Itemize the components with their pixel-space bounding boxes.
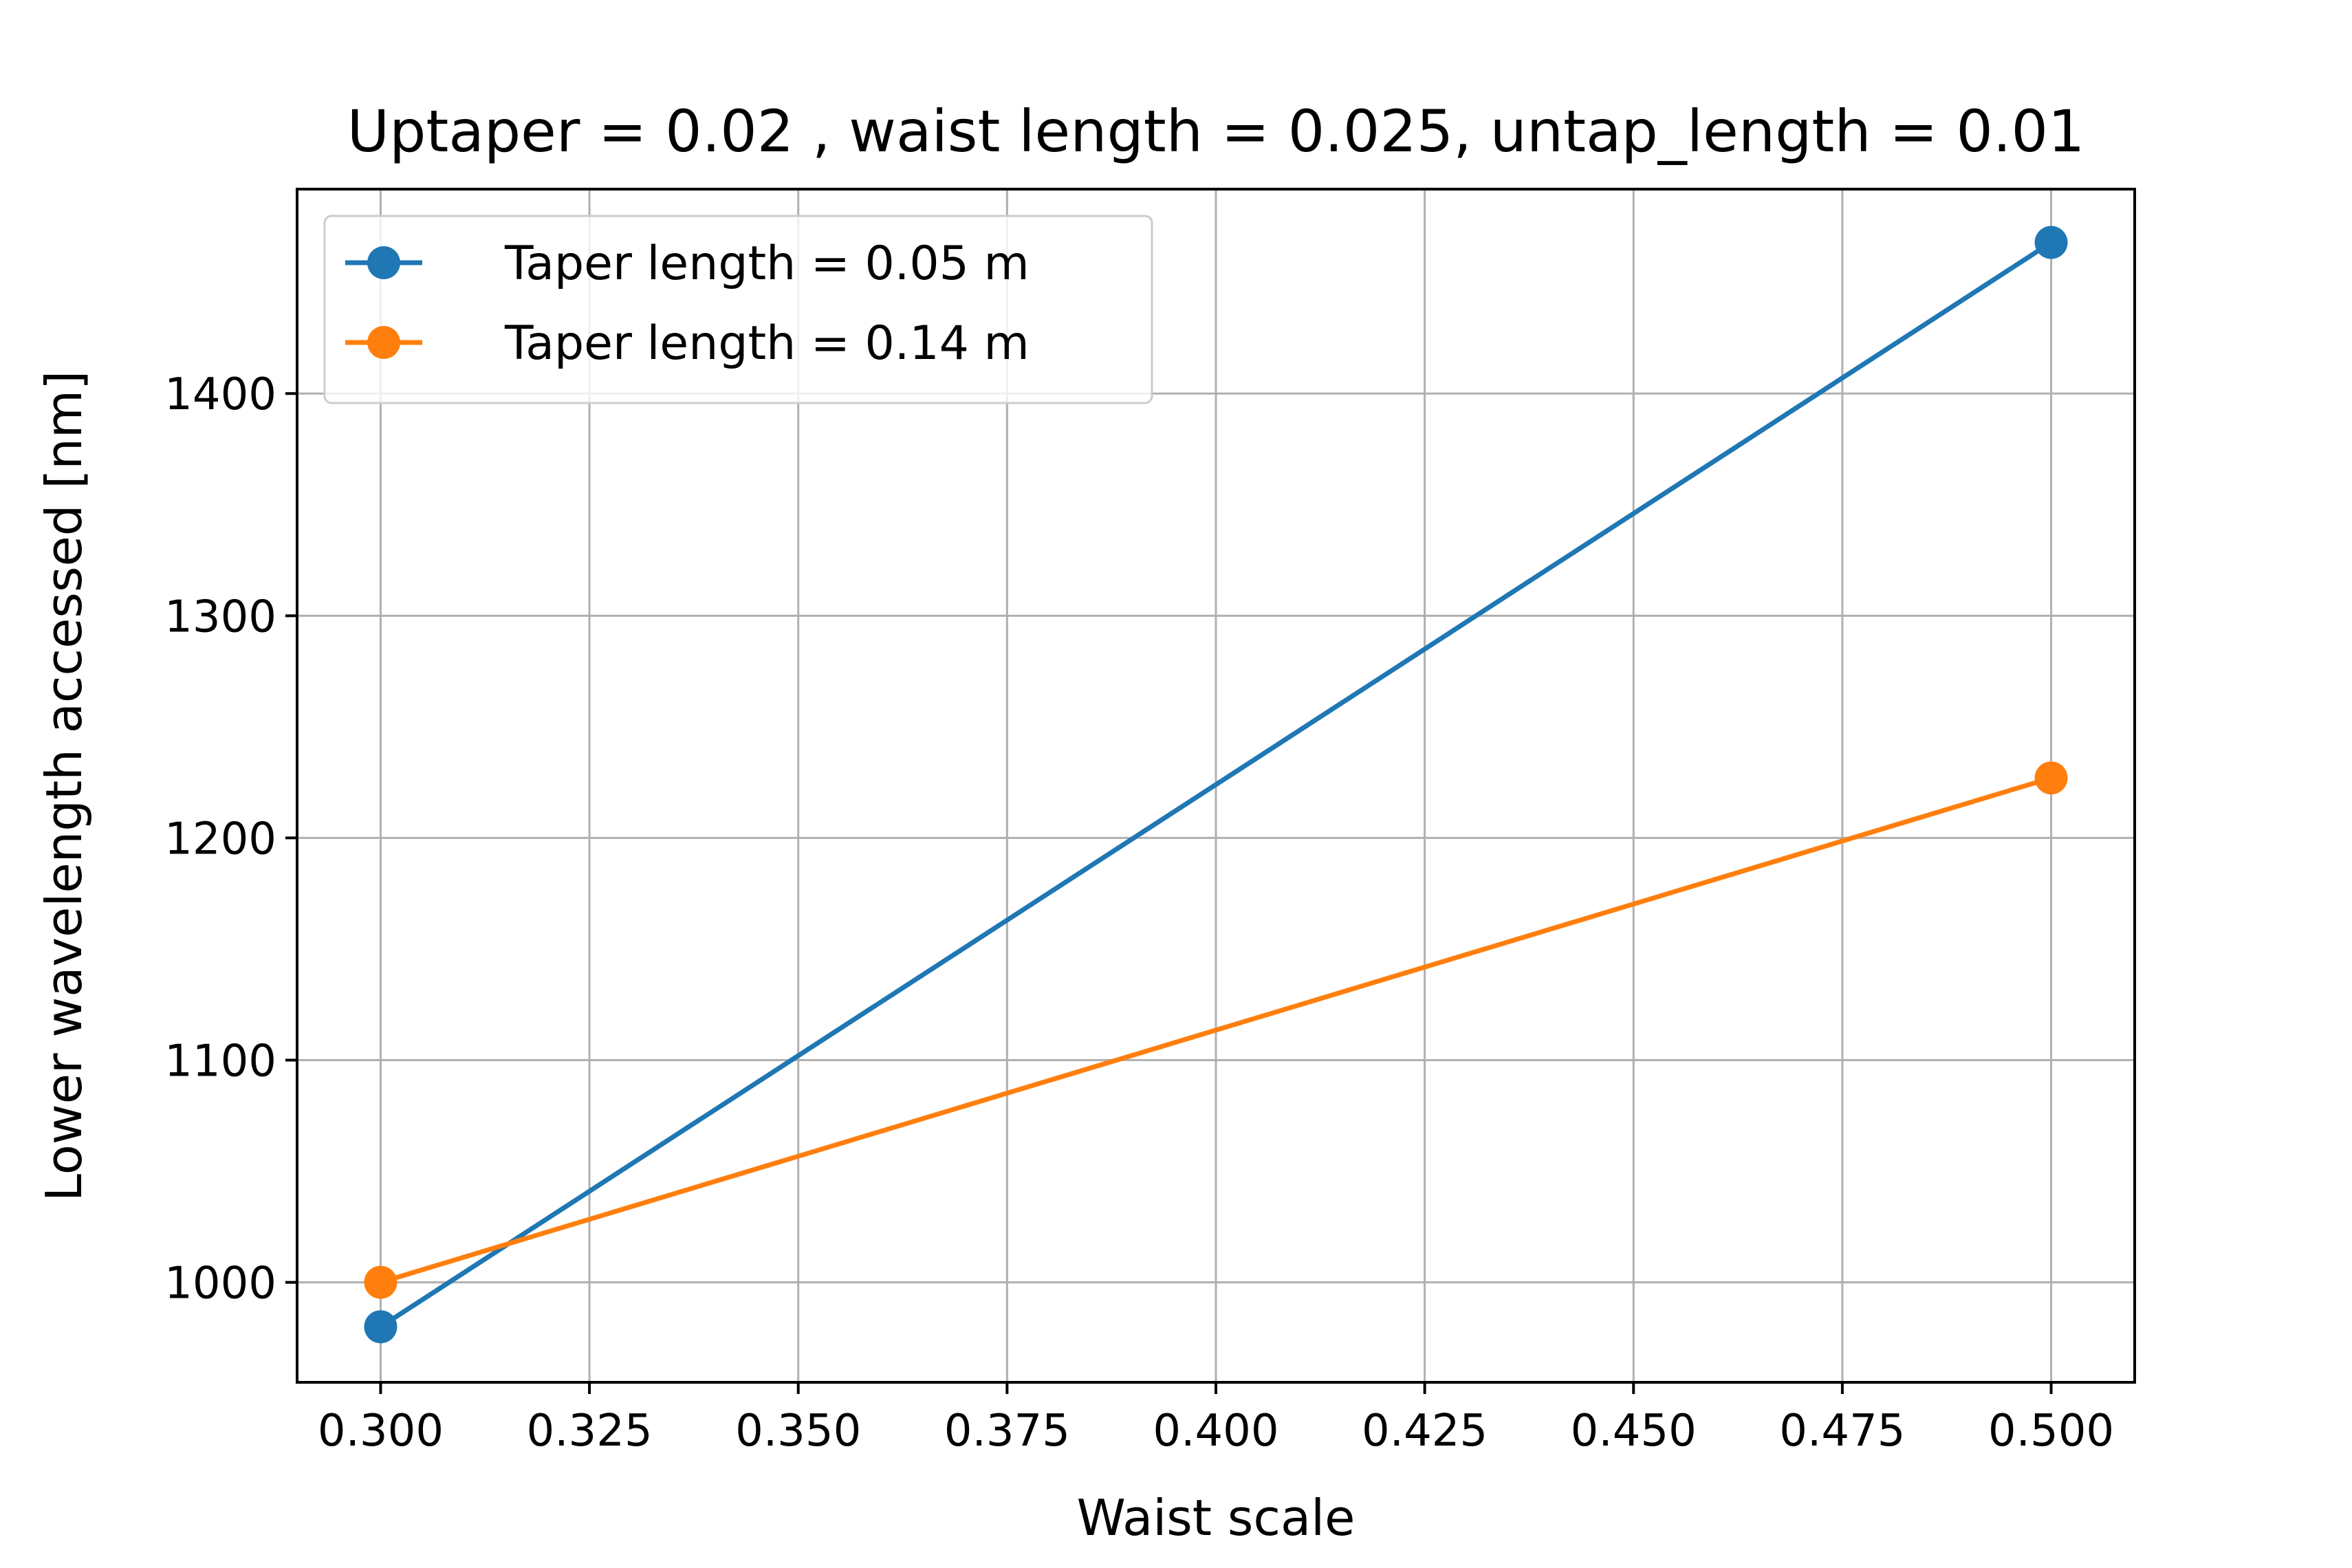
x-axis-label: Waist scale xyxy=(1077,1489,1355,1547)
legend-marker xyxy=(367,246,400,279)
y-tick-label: 1200 xyxy=(164,814,276,864)
y-tick-label: 1100 xyxy=(164,1036,276,1087)
legend-box xyxy=(323,215,1153,404)
series-line-2 xyxy=(380,775,2052,1285)
legend-marker xyxy=(367,326,400,359)
x-tick-label: 0.400 xyxy=(1153,1406,1278,1457)
y-tick-label: 1300 xyxy=(164,591,276,642)
x-tick-label: 0.325 xyxy=(526,1406,652,1457)
data-point xyxy=(364,1310,398,1344)
legend: Taper length = 0.05 m Taper length = 0.14… xyxy=(323,215,1153,404)
series-line-1 xyxy=(379,240,2053,1329)
data-point xyxy=(2034,761,2068,795)
series-layer xyxy=(364,226,2068,1344)
x-tick-label: 0.425 xyxy=(1362,1406,1488,1457)
y-axis-label: Lower wavelength accessed [nm] xyxy=(35,371,93,1201)
x-tick-label: 0.350 xyxy=(735,1406,861,1457)
y-tick-label: 1400 xyxy=(164,369,276,420)
legend-label: Taper length = 0.14 m xyxy=(504,316,1030,371)
y-tick-label: 1000 xyxy=(164,1259,276,1309)
x-tick-label: 0.375 xyxy=(944,1406,1070,1457)
x-tick-label: 0.450 xyxy=(1571,1406,1697,1457)
legend-label: Taper length = 0.05 m xyxy=(504,237,1030,291)
x-tick-label: 0.475 xyxy=(1779,1406,1905,1457)
data-point xyxy=(364,1265,398,1299)
chart-title: Uptaper = 0.02 , waist length = 0.025, u… xyxy=(347,98,2085,165)
data-point xyxy=(2034,226,2068,259)
ticks: 0.300 0.325 0.350 0.375 0.400 0.425 0.450 0.475… xyxy=(164,369,2114,1457)
x-tick-label: 0.500 xyxy=(1988,1406,2114,1457)
x-tick-label: 0.300 xyxy=(318,1406,444,1457)
